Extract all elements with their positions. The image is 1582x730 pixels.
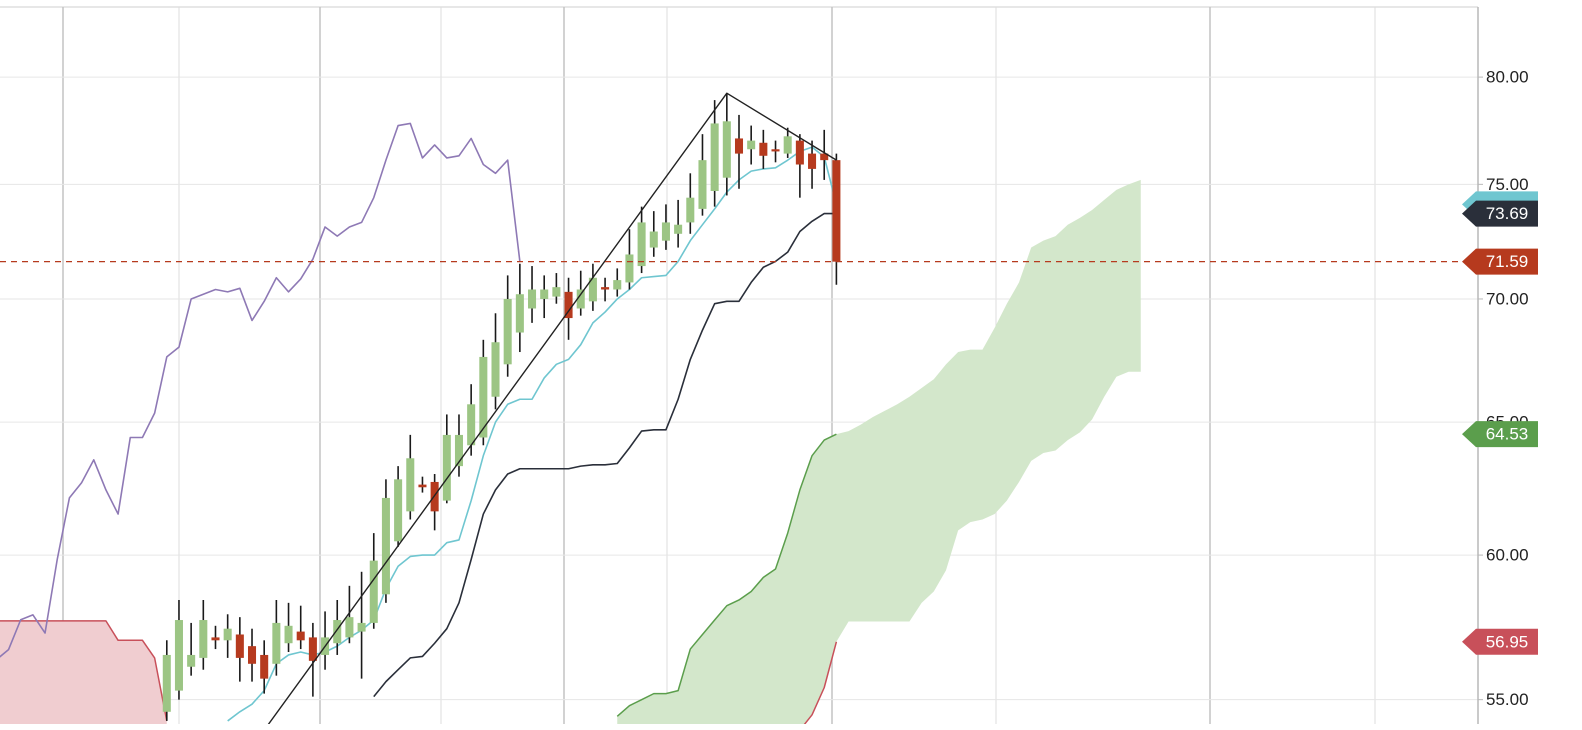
candle-body (540, 289, 549, 299)
cloud (0, 179, 1141, 724)
price-tag-label: 64.53 (1486, 425, 1529, 444)
indicator-lines (0, 122, 838, 724)
candle-body (820, 153, 829, 161)
candle-body (174, 620, 183, 691)
candle-body (394, 479, 403, 542)
candle-body (771, 149, 780, 152)
candle-body (637, 222, 646, 267)
y-tick-label: 55.00 (1486, 690, 1529, 709)
candle-body (613, 280, 622, 290)
candle-body (284, 625, 293, 644)
price-tag (1462, 421, 1538, 448)
candle-body (406, 458, 415, 512)
candle-body (625, 254, 634, 283)
candle-body (296, 631, 305, 641)
price-tag (1462, 200, 1538, 227)
candle-body (211, 637, 220, 641)
candle-body (564, 291, 573, 319)
candle-body (199, 620, 208, 658)
y-tick-label: 80.00 (1486, 68, 1529, 87)
candle-body (491, 342, 500, 397)
candle-body (734, 138, 744, 154)
span-line (616, 433, 837, 717)
candle-body (247, 646, 257, 664)
indicator-line (227, 146, 838, 722)
price-tag-label: 56.95 (1486, 632, 1529, 651)
candle-body (223, 628, 232, 641)
candle-body (454, 434, 464, 467)
candle-body (479, 356, 488, 438)
price-tag-label: 73.69 (1486, 204, 1529, 223)
price-tag (1462, 248, 1538, 275)
candle-body (528, 289, 537, 309)
candle-body (698, 160, 707, 209)
candle-body (369, 560, 378, 623)
candle-body (333, 620, 342, 644)
cloud-up (617, 179, 1141, 724)
candle-body (649, 231, 658, 248)
candle-body (661, 222, 670, 241)
candles (162, 93, 841, 721)
candle-body (795, 140, 804, 165)
candle-body (747, 140, 756, 150)
candle-body (722, 121, 731, 178)
candle-body (588, 277, 597, 302)
candle-body (418, 484, 427, 488)
candle-body (357, 622, 366, 632)
candle-body (308, 637, 317, 661)
candle-body (467, 404, 476, 446)
candle-body (674, 224, 683, 234)
indicator-line (373, 212, 837, 698)
candle-body (808, 153, 817, 169)
grid (0, 6, 1478, 724)
candle-body (576, 289, 585, 309)
candle-body (503, 298, 512, 365)
candle-body (552, 287, 561, 297)
candle-body (235, 634, 244, 658)
indicator-line (0, 122, 521, 658)
candle-body (515, 294, 524, 333)
overlays (0, 92, 1478, 724)
price-tags: 64.53 56.95 73.69 71.59 (1462, 191, 1538, 655)
y-tick-label: 70.00 (1486, 289, 1529, 308)
y-tick-label: 75.00 (1486, 175, 1529, 194)
candle-body (601, 287, 610, 290)
candle-body (345, 617, 354, 638)
cloud-down (0, 620, 167, 724)
candle-body (832, 160, 841, 262)
candle-body (162, 654, 171, 712)
candle-body (686, 197, 695, 223)
candle-body (759, 142, 768, 156)
price-tag (1462, 628, 1538, 655)
candle-body (381, 497, 390, 595)
trendline (267, 92, 837, 724)
span-line (0, 620, 838, 724)
candle-body (187, 654, 196, 667)
candle-body (783, 136, 792, 154)
candle-body (442, 434, 451, 501)
price-tag-label: 71.59 (1486, 252, 1529, 271)
y-tick-label: 60.00 (1486, 546, 1529, 565)
candle-body (710, 123, 719, 191)
candle-body (272, 622, 281, 664)
candle-body (260, 654, 269, 679)
